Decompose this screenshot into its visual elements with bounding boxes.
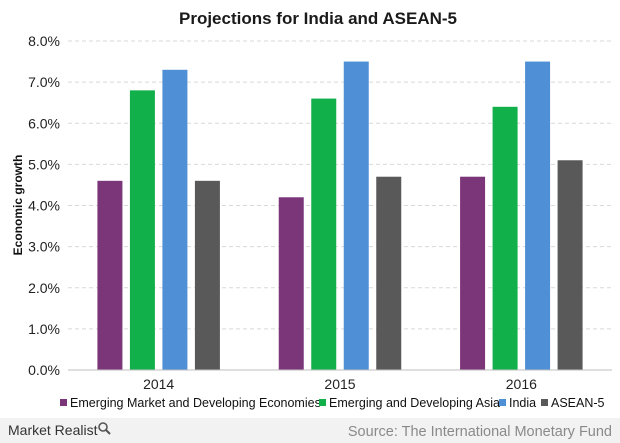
bars: [97, 61, 583, 371]
legend-label: India: [509, 396, 536, 410]
bar: [525, 61, 551, 370]
legend-swatch: [60, 399, 67, 406]
magnifier-icon: [98, 422, 111, 435]
y-tick-label: 4.0%: [28, 198, 60, 214]
bar: [557, 160, 583, 370]
x-axis-ticks: 2014 2015 2016: [143, 376, 537, 392]
brand-name: Market Realist: [8, 422, 98, 438]
y-tick-label: 7.0%: [28, 74, 60, 90]
y-axis-label: Economic growth: [11, 155, 25, 256]
bar: [129, 90, 155, 370]
bar: [460, 176, 486, 370]
y-tick-label: 1.0%: [28, 321, 60, 337]
bar: [162, 69, 188, 370]
bar: [343, 61, 369, 370]
chart-title: Projections for India and ASEAN-5: [179, 9, 457, 28]
y-tick-label: 3.0%: [28, 239, 60, 255]
legend-swatch: [541, 399, 548, 406]
y-tick-label: 2.0%: [28, 280, 60, 296]
y-tick-label: 6.0%: [28, 115, 60, 131]
y-tick-label: 5.0%: [28, 156, 60, 172]
legend-swatch: [319, 399, 326, 406]
y-tick-label: 8.0%: [28, 33, 60, 49]
y-axis-ticks: 0.0% 1.0% 2.0% 3.0% 4.0% 5.0% 6.0% 7.0% 8.0%: [28, 33, 60, 378]
legend-swatch: [499, 399, 506, 406]
bar: [311, 98, 337, 370]
legend: Emerging Market and Developing Economies…: [60, 396, 605, 410]
bar: [194, 180, 220, 370]
x-tick-label: 2016: [506, 376, 537, 392]
x-tick-label: 2014: [143, 376, 174, 392]
bar: [278, 197, 304, 370]
bar: [492, 106, 518, 371]
y-tick-label: 0.0%: [28, 362, 60, 378]
source-note: Source: The International Monetary Fund: [348, 424, 612, 440]
x-tick-label: 2015: [324, 376, 355, 392]
bar: [376, 176, 402, 370]
legend-label: Emerging Market and Developing Economies: [70, 396, 321, 410]
bar: [97, 180, 123, 370]
legend-label: Emerging and Developing Asia: [329, 396, 500, 410]
legend-label: ASEAN-5: [551, 396, 605, 410]
